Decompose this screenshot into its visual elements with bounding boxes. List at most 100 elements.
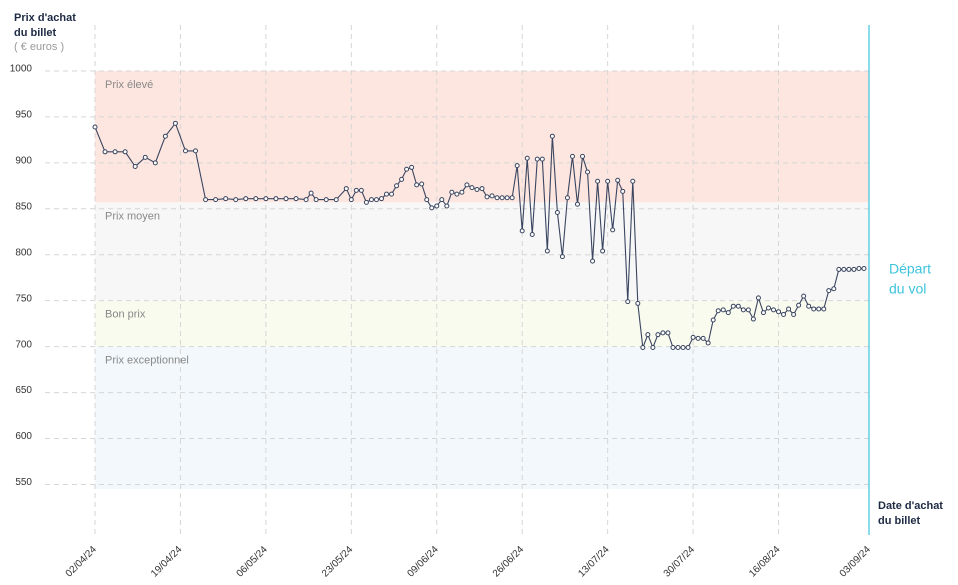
price-point xyxy=(771,307,777,313)
price-point xyxy=(710,317,716,323)
price-point xyxy=(640,345,646,351)
price-point xyxy=(685,345,691,351)
x-tick-label: 23/05/24 xyxy=(320,544,356,580)
price-point xyxy=(806,303,812,309)
band-label: Prix moyen xyxy=(105,210,160,222)
price-point xyxy=(454,191,460,197)
price-point xyxy=(564,195,570,201)
band-label: Prix élevé xyxy=(105,79,153,91)
x-tick-label: 26/06/24 xyxy=(491,544,527,580)
price-point xyxy=(303,197,309,203)
x-tick-label: 19/04/24 xyxy=(149,544,185,580)
price-point xyxy=(434,203,440,209)
price-point xyxy=(791,311,797,317)
price-point xyxy=(132,164,138,170)
price-point xyxy=(348,197,354,203)
x-tick-label: 30/07/24 xyxy=(662,544,698,580)
price-point xyxy=(343,186,349,192)
price-point xyxy=(851,266,857,272)
price-point xyxy=(122,149,128,155)
price-point xyxy=(333,197,339,203)
y-title: du billet xyxy=(14,27,57,39)
price-point xyxy=(162,133,168,139)
price-point xyxy=(399,176,405,182)
price-point xyxy=(745,307,751,313)
price-point xyxy=(655,332,661,338)
price-point xyxy=(725,310,731,316)
price-point xyxy=(750,316,756,322)
y-tick-label: 1000 xyxy=(10,64,33,75)
price-point xyxy=(695,335,701,341)
price-point xyxy=(112,149,118,155)
price-point xyxy=(378,196,384,202)
price-point xyxy=(600,248,606,254)
price-point xyxy=(821,306,827,312)
price-point xyxy=(705,340,711,346)
price-point xyxy=(585,169,591,175)
x-tick-label: 06/05/24 xyxy=(235,544,271,580)
price-point xyxy=(524,155,530,161)
price-point xyxy=(559,254,565,260)
price-point xyxy=(92,124,98,130)
price-point xyxy=(273,196,279,202)
price-point xyxy=(368,197,374,203)
price-point xyxy=(635,300,641,306)
price-point xyxy=(816,306,822,312)
price-point xyxy=(404,166,410,172)
price-point xyxy=(760,310,766,316)
price-point xyxy=(308,190,314,196)
y-tick-label: 950 xyxy=(15,110,32,121)
price-point xyxy=(615,177,621,183)
price-point xyxy=(429,205,435,211)
y-tick-label: 550 xyxy=(15,477,32,488)
x-tick-label: 09/06/24 xyxy=(405,544,441,580)
price-point xyxy=(841,266,847,272)
price-point xyxy=(449,189,455,195)
y-tick-label: 650 xyxy=(15,385,32,396)
price-point xyxy=(554,209,560,215)
price-point xyxy=(102,149,108,155)
price-point xyxy=(765,305,771,311)
y-title: Prix d'achat xyxy=(14,12,76,24)
price-point xyxy=(464,182,470,188)
price-point xyxy=(645,332,651,338)
price-point xyxy=(776,309,782,315)
price-point xyxy=(544,248,550,254)
price-point xyxy=(625,299,631,305)
price-point xyxy=(720,307,726,313)
price-point xyxy=(836,266,842,272)
price-point xyxy=(243,196,249,202)
price-point xyxy=(735,303,741,309)
price-point xyxy=(484,194,490,200)
price-point xyxy=(353,187,359,193)
price-point xyxy=(419,181,425,187)
y-tick-label: 800 xyxy=(15,247,32,258)
price-point xyxy=(846,266,852,272)
x-title: Date d'achat xyxy=(878,500,943,512)
price-point xyxy=(233,197,239,203)
price-point xyxy=(660,330,666,336)
price-point xyxy=(253,196,259,202)
price-point xyxy=(539,156,545,162)
price-point xyxy=(801,293,807,299)
price-point xyxy=(358,187,364,193)
price-point xyxy=(384,191,390,197)
price-point xyxy=(690,334,696,340)
price-point xyxy=(474,186,480,192)
price-point xyxy=(479,186,485,192)
price-point xyxy=(796,302,802,308)
price-point xyxy=(670,345,676,351)
price-point xyxy=(414,182,420,188)
price-point xyxy=(574,201,580,207)
price-point xyxy=(363,199,369,205)
price-point xyxy=(389,191,395,197)
price-point xyxy=(650,345,656,351)
band-label: Prix exceptionnel xyxy=(105,355,189,367)
price-point xyxy=(826,288,832,294)
price-point xyxy=(831,286,837,292)
price-point xyxy=(715,308,721,314)
price-point xyxy=(610,227,616,233)
price-point xyxy=(142,154,148,160)
y-tick-label: 700 xyxy=(15,339,32,350)
